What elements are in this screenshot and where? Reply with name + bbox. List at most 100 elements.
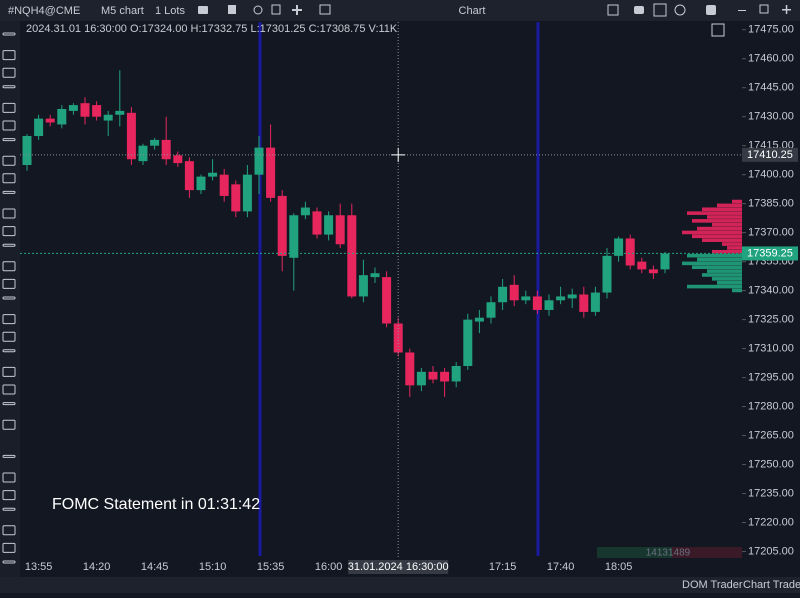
candle-body bbox=[92, 105, 102, 117]
volume-profile-bar bbox=[707, 215, 742, 219]
y-tick-label: 17265.00 bbox=[748, 429, 794, 441]
x-tick-label: 14:45 bbox=[141, 561, 169, 573]
y-tick-label: 17370.00 bbox=[748, 227, 794, 239]
candle-body bbox=[358, 275, 368, 297]
candle-body bbox=[45, 118, 55, 123]
y-tick-label: 17205.00 bbox=[748, 545, 794, 557]
y-tick-label: 17385.00 bbox=[748, 198, 794, 210]
candle-body bbox=[590, 292, 600, 312]
tool-icon[interactable] bbox=[2, 243, 16, 247]
y-tick-label: 17235.00 bbox=[748, 487, 794, 499]
volume-profile-bar bbox=[687, 253, 742, 258]
candle-body bbox=[660, 253, 670, 270]
candle-body bbox=[509, 284, 519, 301]
tool-icon[interactable] bbox=[2, 507, 16, 511]
candle-body bbox=[173, 155, 183, 164]
candle-body bbox=[254, 147, 264, 175]
y-tick-label: 17250.00 bbox=[748, 458, 794, 470]
volume-profile-bar bbox=[717, 280, 742, 285]
tool-icon[interactable] bbox=[2, 50, 16, 61]
footer-tab[interactable]: DOM Trader bbox=[682, 579, 743, 591]
candle-body bbox=[474, 317, 484, 322]
candle-body bbox=[382, 277, 392, 324]
y-tick-label: 17325.00 bbox=[748, 314, 794, 326]
candle-body bbox=[637, 261, 647, 270]
timeframe[interactable]: M5 chart bbox=[101, 5, 144, 17]
candle-body bbox=[57, 108, 67, 125]
x-tick-label: 16:00 bbox=[315, 561, 343, 573]
tool-icon[interactable] bbox=[2, 138, 16, 142]
tool-icon[interactable] bbox=[2, 173, 16, 184]
tool-icon[interactable] bbox=[2, 454, 16, 458]
candle-body bbox=[416, 371, 426, 386]
y-tick-label: 17400.00 bbox=[748, 169, 794, 181]
tool-icon[interactable] bbox=[2, 525, 16, 536]
tool-icon[interactable] bbox=[2, 296, 16, 300]
crosshair-price-label: 17410.25 bbox=[747, 149, 793, 161]
tool-icon[interactable] bbox=[2, 560, 16, 564]
candle-body bbox=[289, 215, 299, 258]
scroll-end-button[interactable] bbox=[711, 23, 725, 37]
tool-icon[interactable] bbox=[2, 314, 16, 325]
y-tick-label: 17280.00 bbox=[748, 400, 794, 412]
tool-icon[interactable] bbox=[2, 120, 16, 131]
x-tick-label: 15:10 bbox=[199, 561, 227, 573]
candle-body bbox=[231, 184, 241, 212]
volume-profile-bar bbox=[732, 288, 742, 293]
x-tick-label: 15:35 bbox=[257, 561, 285, 573]
tool-icon[interactable] bbox=[2, 490, 16, 501]
tool-icon[interactable] bbox=[2, 67, 16, 78]
tool-icon[interactable] bbox=[2, 384, 16, 395]
candle-body bbox=[219, 174, 229, 196]
candle-body bbox=[544, 300, 554, 310]
candle-body bbox=[324, 215, 334, 235]
candle-body bbox=[150, 139, 160, 146]
volume-profile-bar bbox=[692, 234, 742, 239]
tool-icon[interactable] bbox=[2, 208, 16, 219]
tool-icon[interactable] bbox=[2, 278, 16, 289]
volume-profile-bar bbox=[717, 203, 742, 208]
volume-profile-bar bbox=[687, 284, 742, 289]
volume-profile-bar bbox=[732, 199, 742, 204]
candle-body bbox=[521, 296, 531, 301]
toolbar-icons bbox=[198, 3, 791, 17]
candle-body bbox=[486, 302, 496, 318]
footer-tab[interactable]: Chart Trader bbox=[743, 579, 800, 591]
tool-icon[interactable] bbox=[2, 261, 16, 272]
tool-icon[interactable] bbox=[2, 32, 16, 36]
volume-profile-bar bbox=[707, 269, 742, 273]
x-tick-label: 18:05 bbox=[605, 561, 633, 573]
candle-body bbox=[242, 174, 252, 212]
lots[interactable]: 1 Lots bbox=[155, 5, 185, 17]
candle-body bbox=[428, 371, 438, 380]
tool-icon[interactable] bbox=[2, 331, 16, 342]
x-tick-label: 14:20 bbox=[83, 561, 111, 573]
y-tick-label: 17340.00 bbox=[748, 285, 794, 297]
last-price-tag bbox=[742, 246, 798, 261]
volume-profile-bar bbox=[702, 207, 742, 212]
crosshair-time-label: 31.01.2024 16:30:00 bbox=[348, 561, 449, 573]
tool-icon[interactable] bbox=[2, 190, 16, 194]
tool-icon[interactable] bbox=[2, 402, 16, 406]
y-tick-label: 17220.00 bbox=[748, 516, 794, 528]
tool-icon[interactable] bbox=[2, 102, 16, 113]
tool-icon[interactable] bbox=[2, 85, 16, 89]
tool-icon[interactable] bbox=[2, 419, 16, 430]
tool-icon[interactable] bbox=[2, 349, 16, 353]
y-tick-label: 17445.00 bbox=[748, 82, 794, 94]
candle-body bbox=[347, 215, 357, 297]
y-tick-label: 17295.00 bbox=[748, 372, 794, 384]
candle-body bbox=[266, 147, 276, 198]
symbol[interactable]: #NQH4@CME bbox=[8, 5, 80, 17]
volume-profile-bar bbox=[697, 257, 742, 262]
candle-body bbox=[579, 294, 589, 312]
tool-icon[interactable] bbox=[2, 542, 16, 553]
tool-icon[interactable] bbox=[2, 472, 16, 483]
tool-icon[interactable] bbox=[2, 155, 16, 166]
candle-body bbox=[463, 319, 473, 367]
tool-icon[interactable] bbox=[2, 366, 16, 377]
candle-body bbox=[335, 215, 345, 245]
volume-profile-bar bbox=[702, 238, 742, 242]
tool-icon[interactable] bbox=[2, 226, 16, 237]
